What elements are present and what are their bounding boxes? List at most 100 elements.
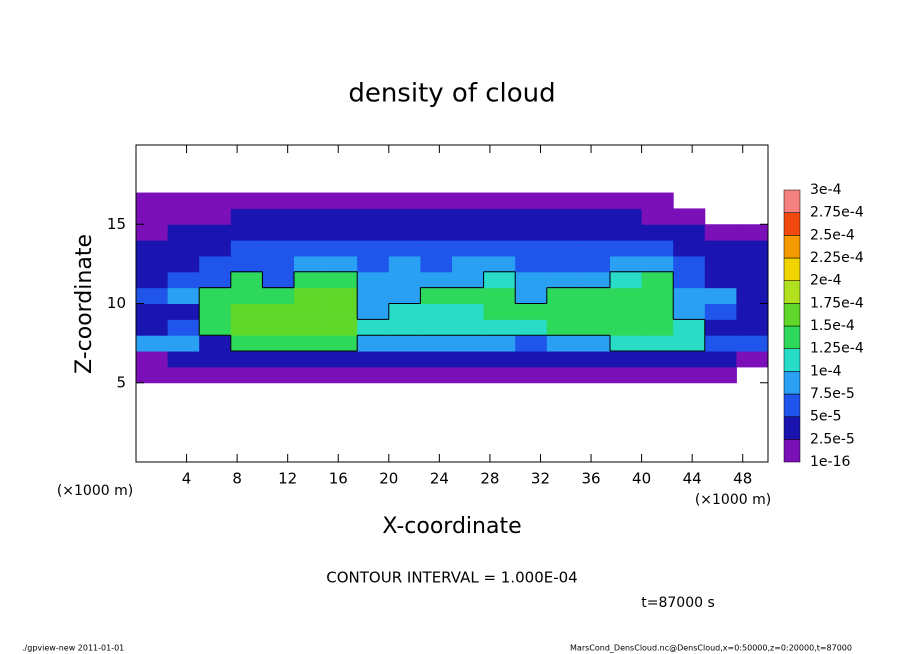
cell — [452, 366, 485, 384]
footer-right: MarsCond_DensCloud.nc@DensCloud,x=0:5000… — [570, 644, 852, 653]
cell — [546, 351, 579, 368]
cell — [357, 319, 390, 336]
cell — [357, 287, 390, 304]
cell — [136, 192, 169, 209]
x-tick-label: 8 — [232, 470, 242, 488]
cell — [357, 224, 390, 241]
cell — [167, 287, 200, 304]
cell — [230, 255, 263, 273]
cell — [420, 192, 453, 209]
colorbar-swatch — [783, 393, 801, 417]
cell — [136, 271, 169, 289]
cell — [641, 319, 674, 336]
cell — [483, 335, 516, 352]
cell — [515, 224, 548, 241]
cell — [452, 303, 485, 320]
cell — [673, 303, 706, 320]
cell — [388, 366, 421, 384]
cell — [452, 240, 485, 257]
cell — [515, 255, 548, 273]
cell — [325, 224, 358, 241]
cell — [578, 335, 611, 352]
x-tick-label: 20 — [379, 470, 398, 488]
cell — [736, 287, 769, 304]
cell — [199, 335, 232, 352]
x-tick-label: 48 — [733, 470, 752, 488]
cell — [199, 287, 232, 304]
cell — [136, 287, 169, 304]
cell — [199, 255, 232, 273]
cell — [736, 224, 769, 241]
cell — [420, 287, 453, 304]
cell — [641, 351, 674, 368]
cell — [546, 208, 579, 225]
cell — [452, 287, 485, 304]
cell — [420, 319, 453, 336]
cell — [325, 366, 358, 384]
y-axis-label: Z-coordinate — [72, 234, 97, 374]
cell — [483, 224, 516, 241]
cell — [483, 192, 516, 209]
cell — [673, 240, 706, 257]
x-tick-label: 4 — [182, 470, 192, 488]
cell — [262, 224, 295, 241]
cell — [199, 192, 232, 209]
cell — [230, 208, 263, 225]
cell — [546, 224, 579, 241]
cell — [136, 208, 169, 225]
cell — [357, 255, 390, 273]
cell — [388, 335, 421, 352]
cell — [704, 366, 737, 384]
cell — [199, 319, 232, 336]
cell — [167, 319, 200, 336]
colorbar-swatch — [783, 325, 801, 349]
cell — [641, 255, 674, 273]
x-tick-label: 12 — [278, 470, 297, 488]
x-tick-label: 44 — [683, 470, 702, 488]
cell — [136, 319, 169, 336]
x-tick-label: 36 — [581, 470, 600, 488]
cell — [262, 303, 295, 320]
cell — [673, 366, 706, 384]
colorbar-label: 2.5e-4 — [810, 227, 855, 243]
cell — [610, 351, 643, 368]
colorbar-label: 2.25e-4 — [810, 250, 864, 266]
x-tick-label: 16 — [329, 470, 348, 488]
cell — [610, 303, 643, 320]
cell — [420, 351, 453, 368]
cell — [388, 287, 421, 304]
cell — [230, 351, 263, 368]
cell — [704, 287, 737, 304]
cell — [704, 319, 737, 336]
cell — [325, 208, 358, 225]
cell — [452, 224, 485, 241]
cell — [673, 287, 706, 304]
cell — [610, 319, 643, 336]
cell — [736, 240, 769, 257]
colorbar-swatch — [783, 303, 801, 327]
cell — [230, 287, 263, 304]
cell — [294, 366, 327, 384]
cell — [325, 192, 358, 209]
cell — [262, 319, 295, 336]
cell — [452, 319, 485, 336]
colorbar-label: 5e-5 — [810, 409, 841, 425]
cell — [515, 271, 548, 289]
cell — [736, 255, 769, 273]
cell — [578, 208, 611, 225]
cell — [515, 319, 548, 336]
cell — [199, 208, 232, 225]
cell — [641, 303, 674, 320]
x-tick-label: 28 — [480, 470, 499, 488]
cell — [230, 271, 263, 289]
cell — [578, 224, 611, 241]
cell — [262, 240, 295, 257]
colorbar-label: 1.25e-4 — [810, 341, 864, 357]
cell — [546, 271, 579, 289]
cell — [673, 319, 706, 336]
cell — [704, 240, 737, 257]
cell — [578, 351, 611, 368]
cell — [420, 255, 453, 273]
cell — [294, 303, 327, 320]
y-tick-label: 15 — [107, 215, 126, 233]
